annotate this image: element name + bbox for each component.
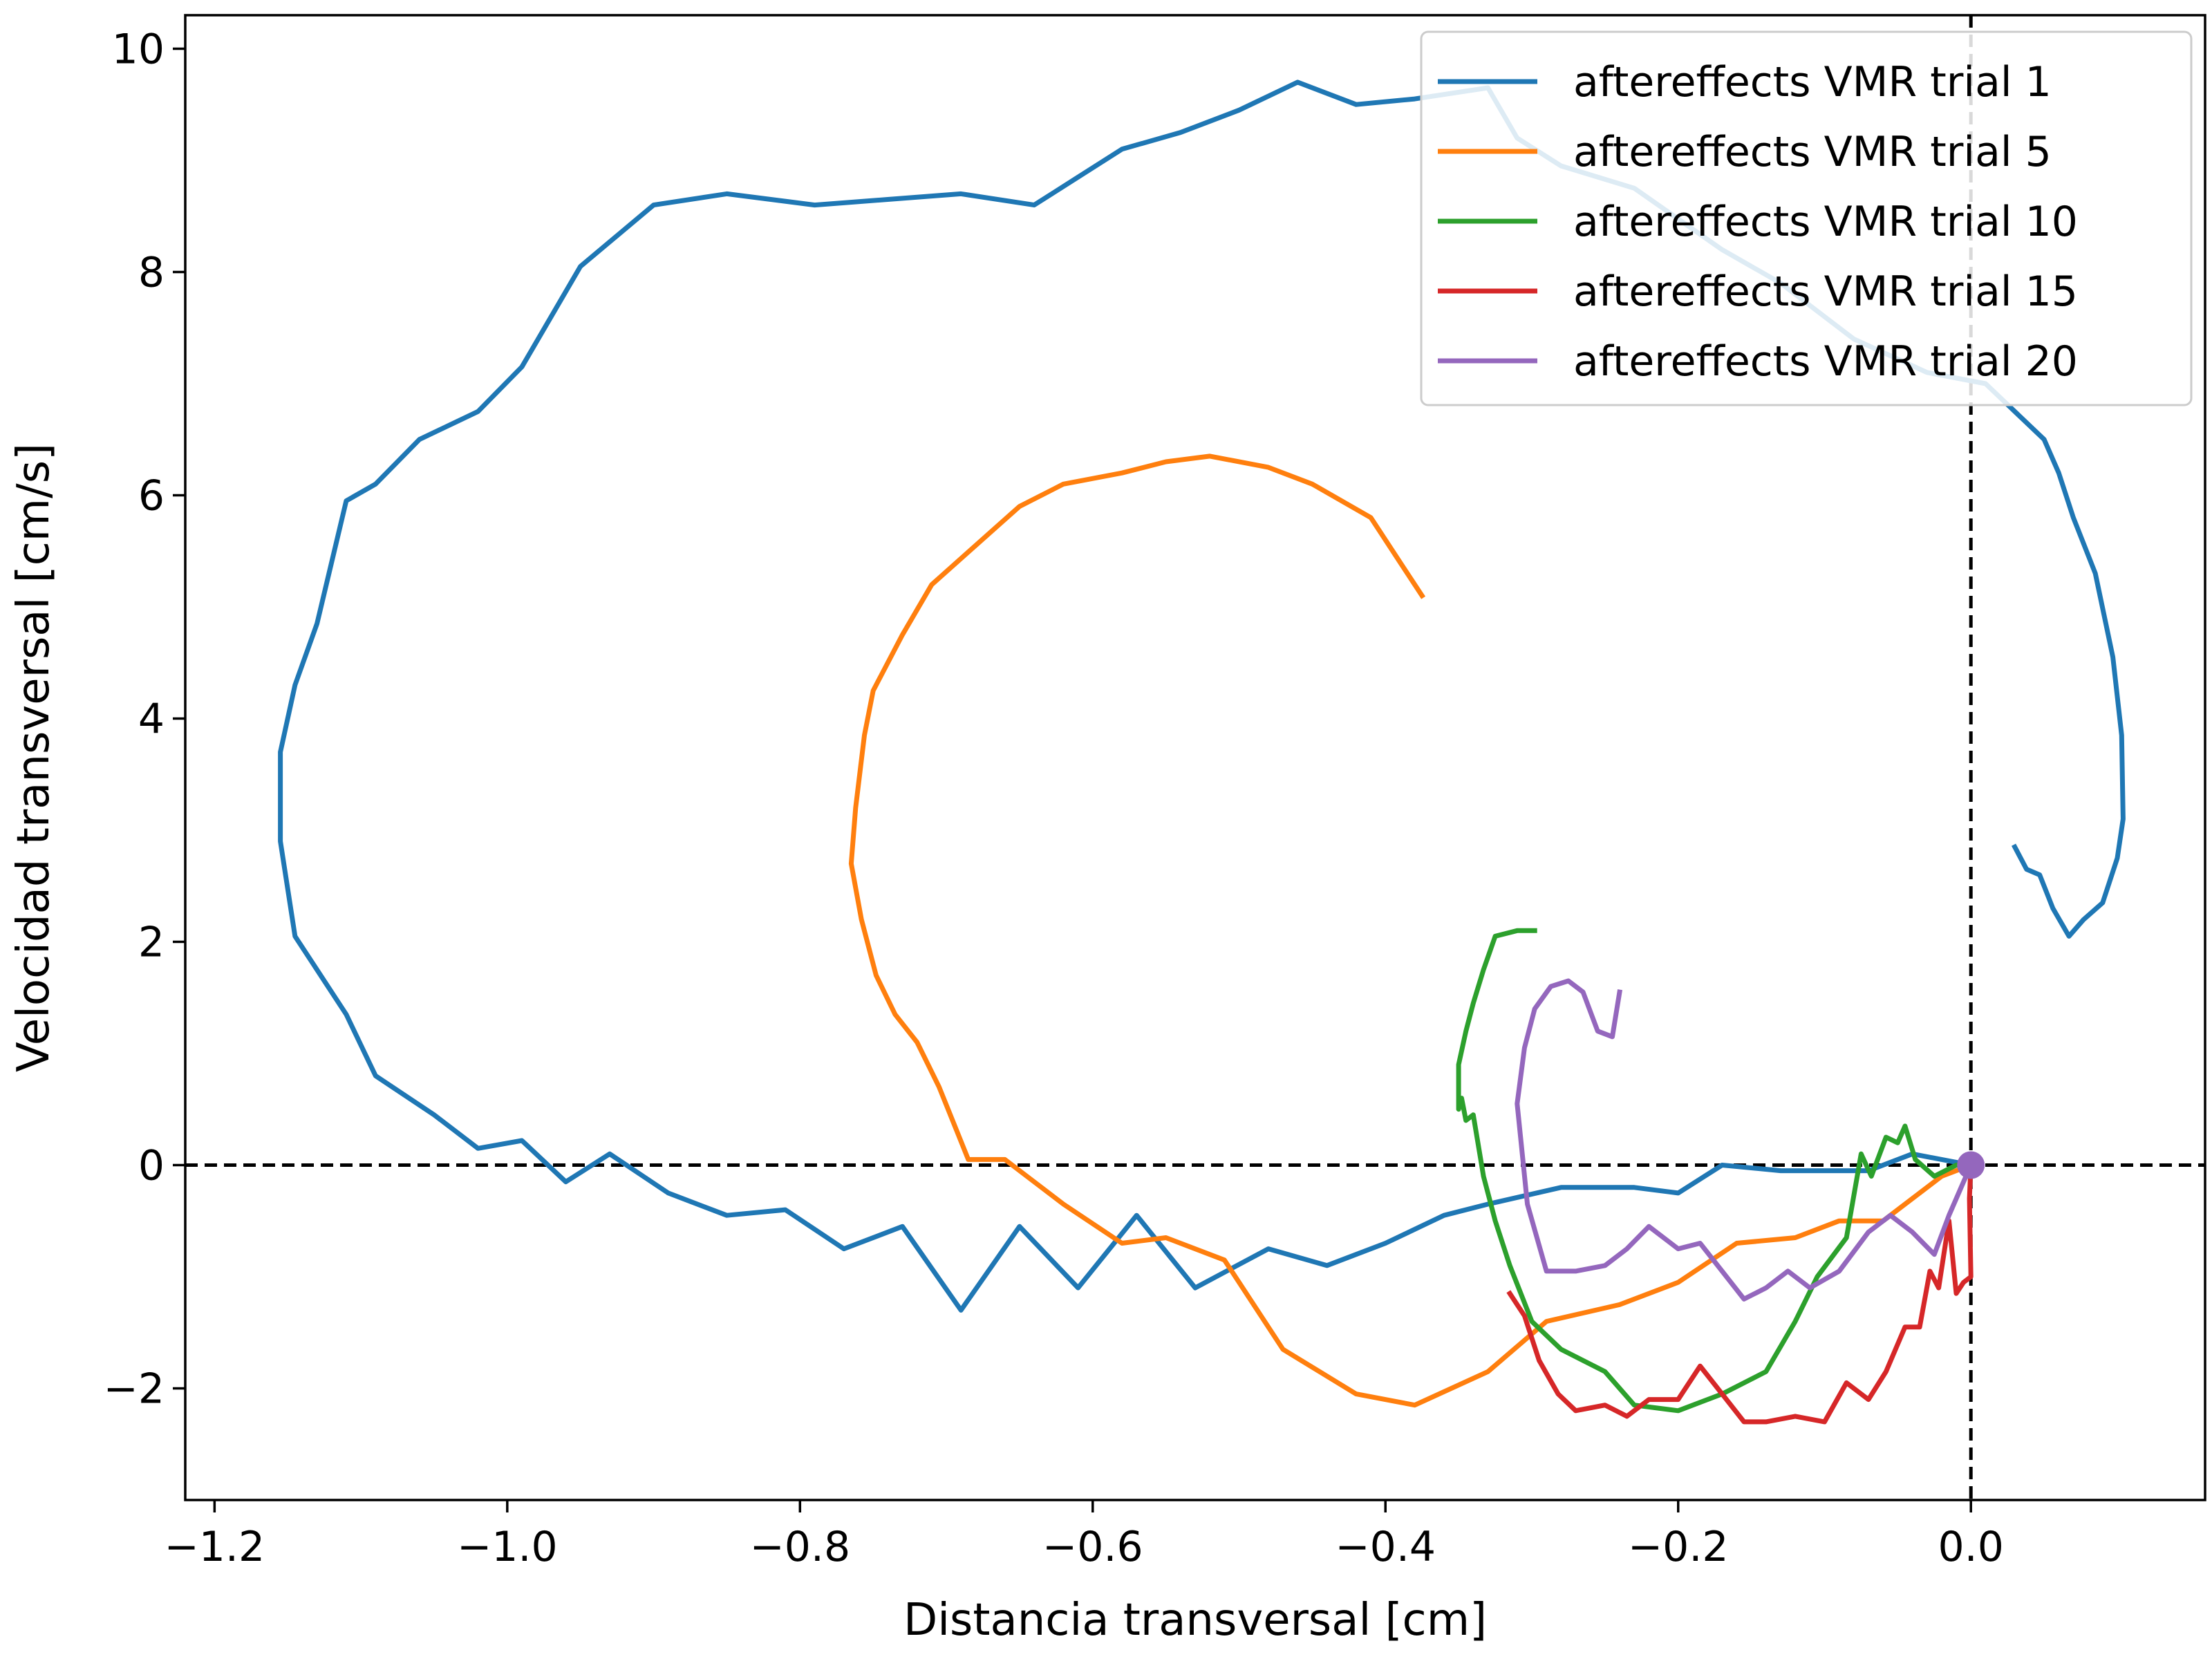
legend-label: aftereffects VMR trial 1 (1573, 58, 2052, 106)
x-axis-label: Distancia transversal [cm] (903, 1595, 1487, 1646)
y-tick-label: 2 (138, 918, 165, 966)
legend-box (1420, 30, 2193, 406)
x-tick-label: −0.2 (1628, 1523, 1729, 1571)
legend-label: aftereffects VMR trial 5 (1573, 128, 2052, 176)
y-axis-ticks: −2 0 2 4 6 8 10 (104, 25, 185, 1413)
series-line-trial-3 (1456, 928, 1974, 1414)
x-axis-ticks: −1.2 −1.0 −0.8 −0.6 −0.4 −0.2 0.0 (164, 1500, 2004, 1571)
y-tick-label: 4 (138, 695, 165, 743)
y-axis-label: Velocidad transversal [cm/s] (8, 443, 59, 1072)
x-tick-label: −0.6 (1042, 1523, 1143, 1571)
x-tick-label: −0.8 (749, 1523, 850, 1571)
origin-marker (1957, 1151, 1985, 1179)
reference-lines (185, 15, 2205, 1500)
series-layer (278, 79, 2126, 1425)
series-line-trial-5 (1515, 978, 1974, 1302)
y-tick-label: 8 (138, 248, 165, 297)
series-line-trial-2 (848, 453, 1974, 1408)
y-tick-label: 6 (138, 471, 165, 520)
plot-frame (184, 14, 2206, 1501)
x-tick-label: −1.0 (457, 1523, 558, 1571)
x-tick-label: 0.0 (1938, 1523, 2004, 1571)
y-tick-label: −2 (104, 1365, 165, 1413)
series-line-trial-4 (1506, 1162, 1974, 1425)
legend-label: aftereffects VMR trial 10 (1573, 198, 2078, 246)
y-tick-label: 10 (112, 25, 165, 73)
legend-label: aftereffects VMR trial 15 (1573, 268, 2078, 316)
legend: aftereffects VMR trial 1 aftereffects VMR… (1420, 30, 2193, 406)
x-tick-label: −1.2 (164, 1523, 265, 1571)
x-tick-label: −0.4 (1335, 1523, 1436, 1571)
legend-label: aftereffects VMR trial 20 (1573, 337, 2078, 386)
y-tick-label: 0 (138, 1141, 165, 1190)
series-line-trial-1 (278, 79, 2126, 1313)
